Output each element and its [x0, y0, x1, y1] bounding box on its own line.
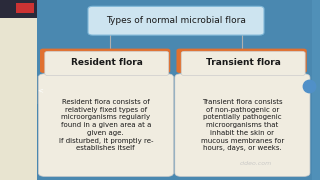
Text: <: <: [38, 87, 44, 93]
Bar: [0, 0, 37, 180]
Bar: [0, 0, 37, 18]
Bar: [312, 0, 320, 180]
FancyBboxPatch shape: [38, 74, 173, 176]
Bar: [16, 3, 34, 13]
FancyBboxPatch shape: [88, 6, 264, 35]
FancyBboxPatch shape: [45, 51, 169, 76]
FancyBboxPatch shape: [175, 74, 310, 176]
Bar: [37, 76, 45, 104]
Point: [306, 85, 311, 88]
Text: Types of normal microbial flora: Types of normal microbial flora: [106, 16, 246, 25]
Text: Transient flora consists
of non-pathogenic or
potentially pathogenic
microorgani: Transient flora consists of non-pathogen…: [201, 99, 284, 151]
Text: cideo.com: cideo.com: [240, 161, 272, 166]
FancyBboxPatch shape: [40, 49, 170, 73]
Text: Resident flora consists of
relatively fixed types of
microorganisms regularly
fo: Resident flora consists of relatively fi…: [59, 99, 153, 151]
FancyBboxPatch shape: [181, 51, 305, 76]
Bar: [37, 0, 312, 180]
Text: Resident flora: Resident flora: [71, 58, 143, 67]
Text: Transient flora: Transient flora: [206, 58, 281, 67]
FancyBboxPatch shape: [176, 49, 307, 73]
